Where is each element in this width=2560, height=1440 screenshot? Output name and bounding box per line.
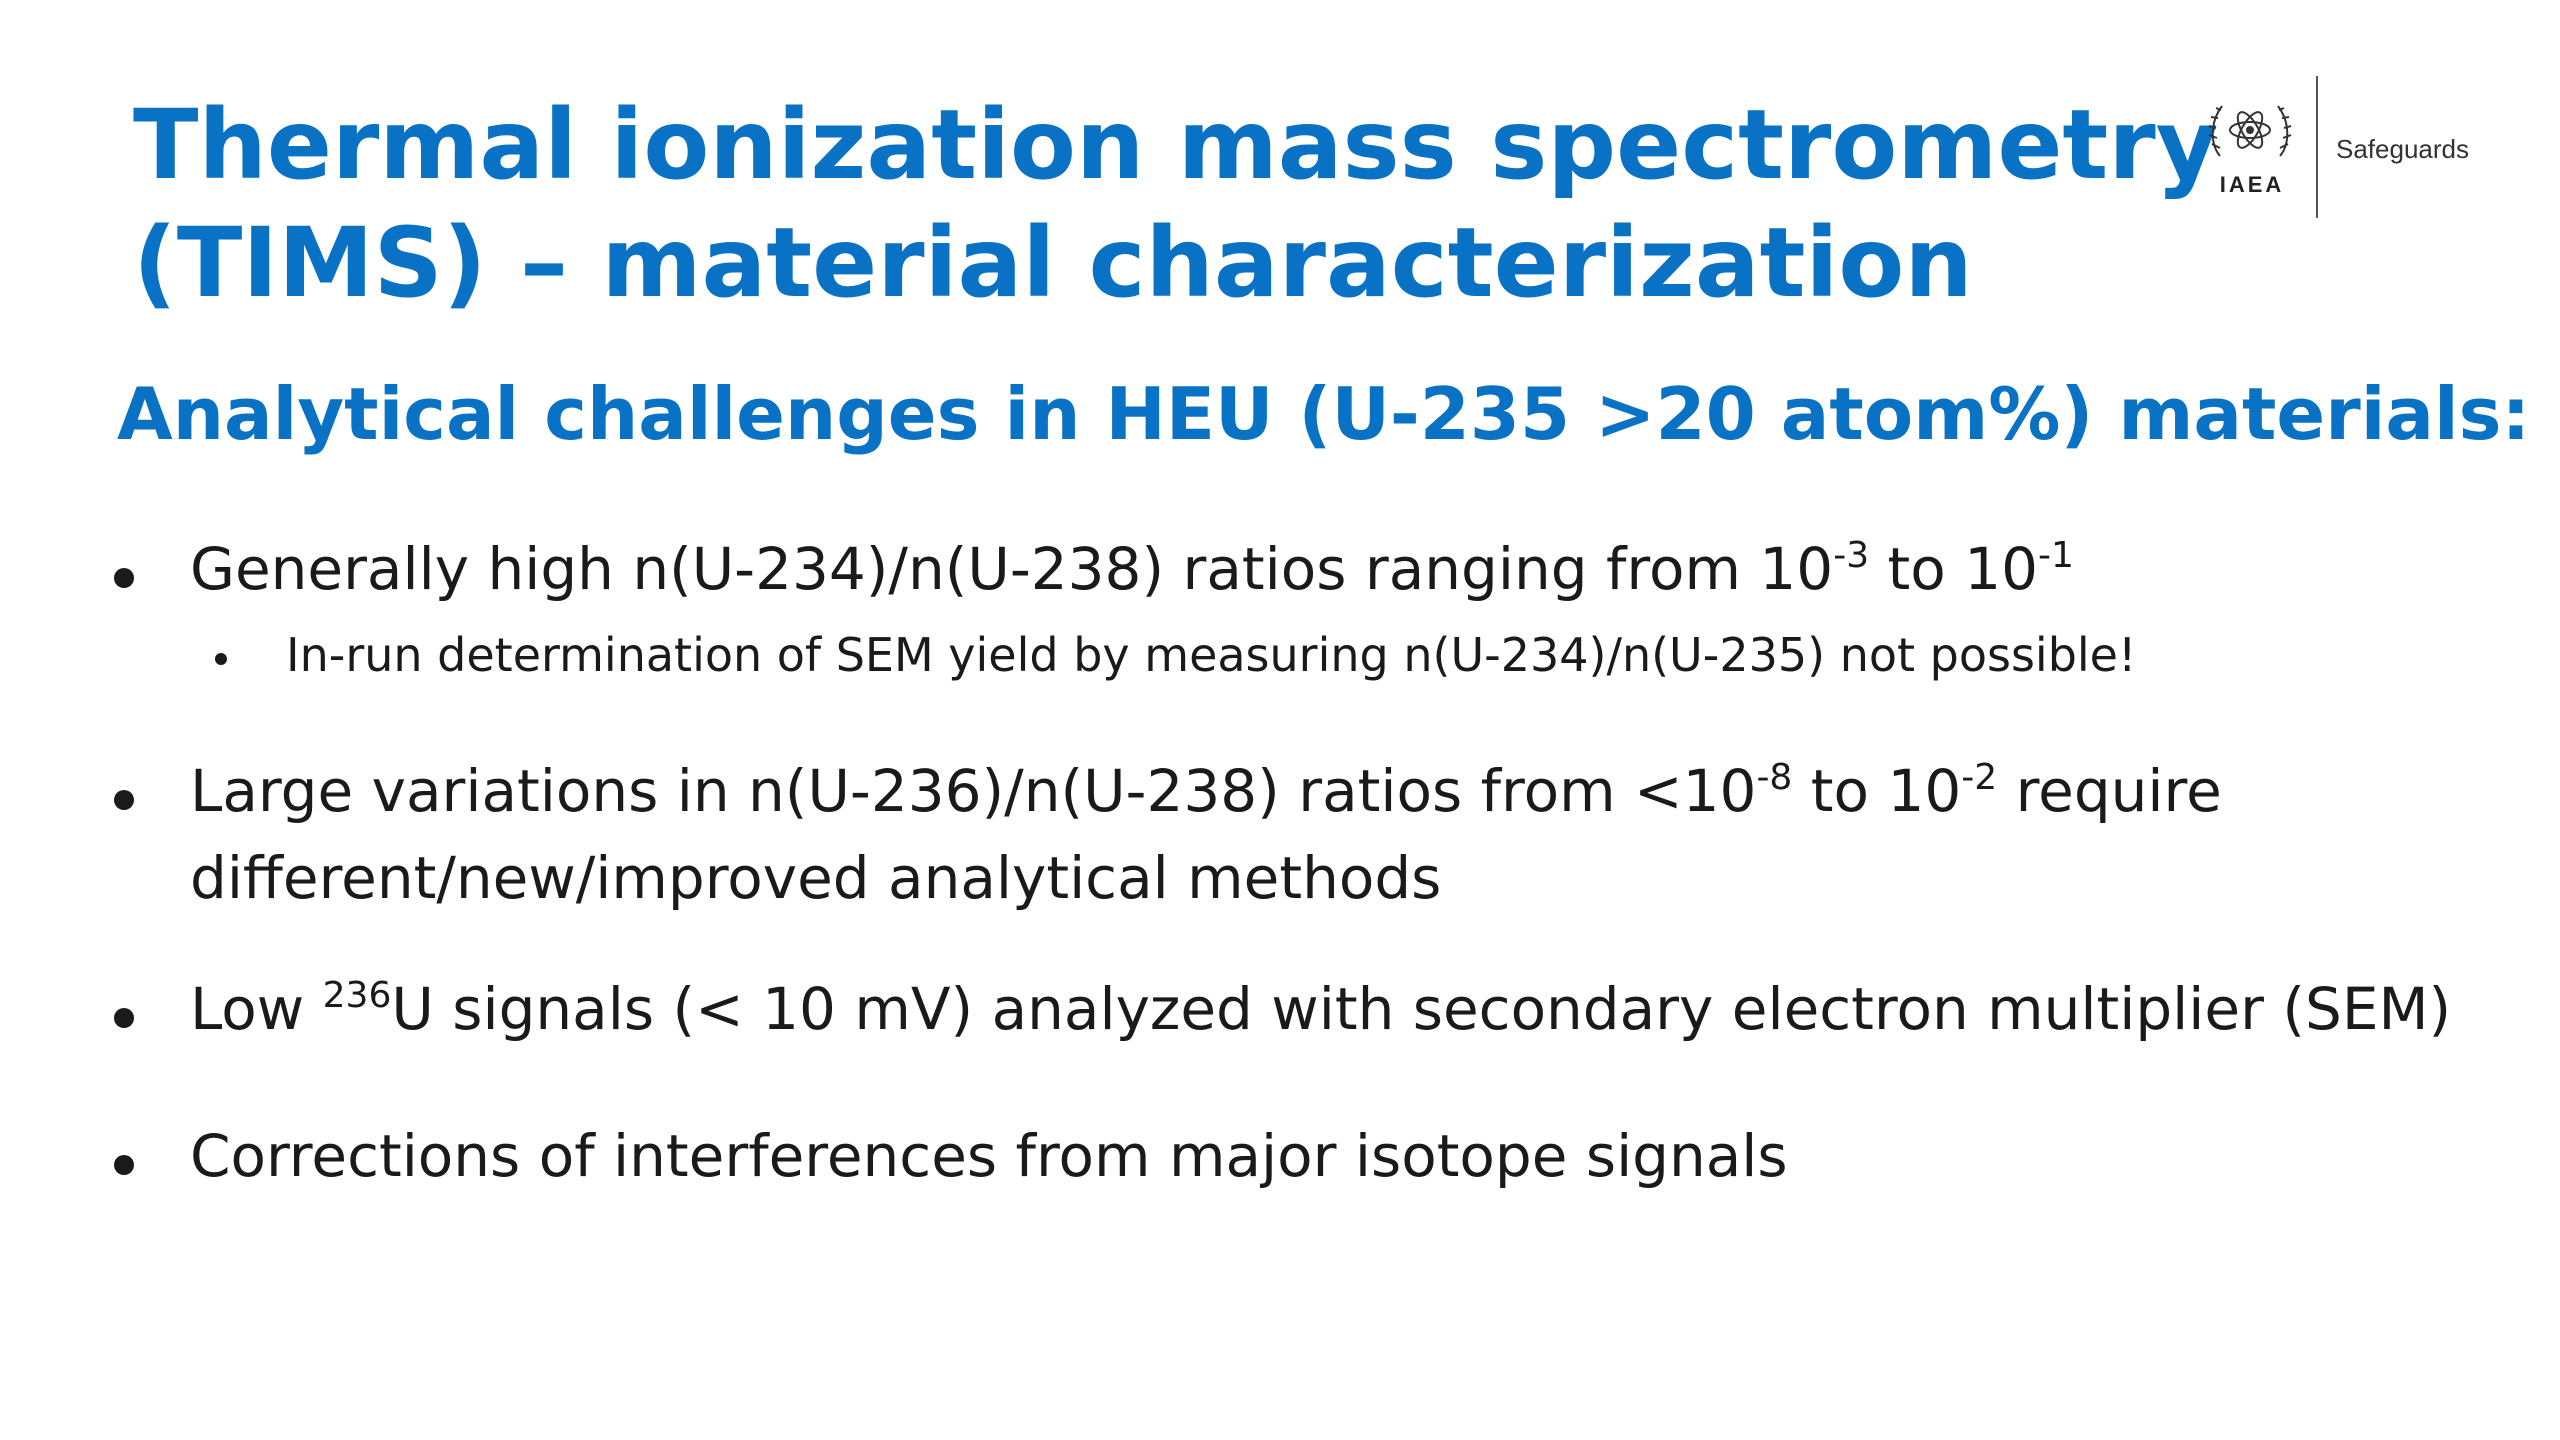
bullet-text: Low 236U signals (< 10 mV) analyzed with… [190, 975, 2452, 1043]
logo-divider [2316, 76, 2318, 218]
superscript: -3 [1833, 535, 1870, 576]
slide-subtitle: Analytical challenges in HEU (U-235 >20 … [117, 372, 2531, 456]
sub-bullet-text: In-run determination of SEM yield by mea… [286, 628, 2137, 682]
bullet-dot-icon [114, 1008, 134, 1028]
superscript: 236 [322, 975, 392, 1016]
superscript: -1 [2038, 535, 2074, 576]
slide-title-line-1: Thermal ionization mass spectrometry [133, 89, 2219, 201]
superscript: -8 [1756, 757, 1793, 798]
bullet-dot-icon [114, 790, 134, 810]
bullet-dot-icon [114, 1155, 134, 1175]
iaea-acronym: IAEA [2219, 172, 2285, 197]
slide-title: Thermal ionization mass spectrometry (TI… [133, 86, 2219, 322]
iaea-emblem-icon [2208, 105, 2292, 157]
iaea-safeguards-logo: IAEA Safeguards [2196, 76, 2496, 222]
superscript: -2 [1961, 757, 1998, 798]
bullet-dot-icon [114, 568, 134, 588]
bullet-text: Corrections of interferences from major … [190, 1122, 1788, 1190]
slide-title-line-2: (TIMS) – material characterization [133, 207, 1973, 319]
safeguards-label: Safeguards [2336, 134, 2469, 164]
bullet-text-continuation: different/new/improved analytical method… [190, 844, 1442, 912]
bullet-dot-icon [215, 653, 227, 665]
bullet-text: Large variations in n(U-236)/n(U-238) ra… [190, 757, 2222, 912]
bullet-text: Generally high n(U-234)/n(U-238) ratios … [190, 535, 2074, 603]
